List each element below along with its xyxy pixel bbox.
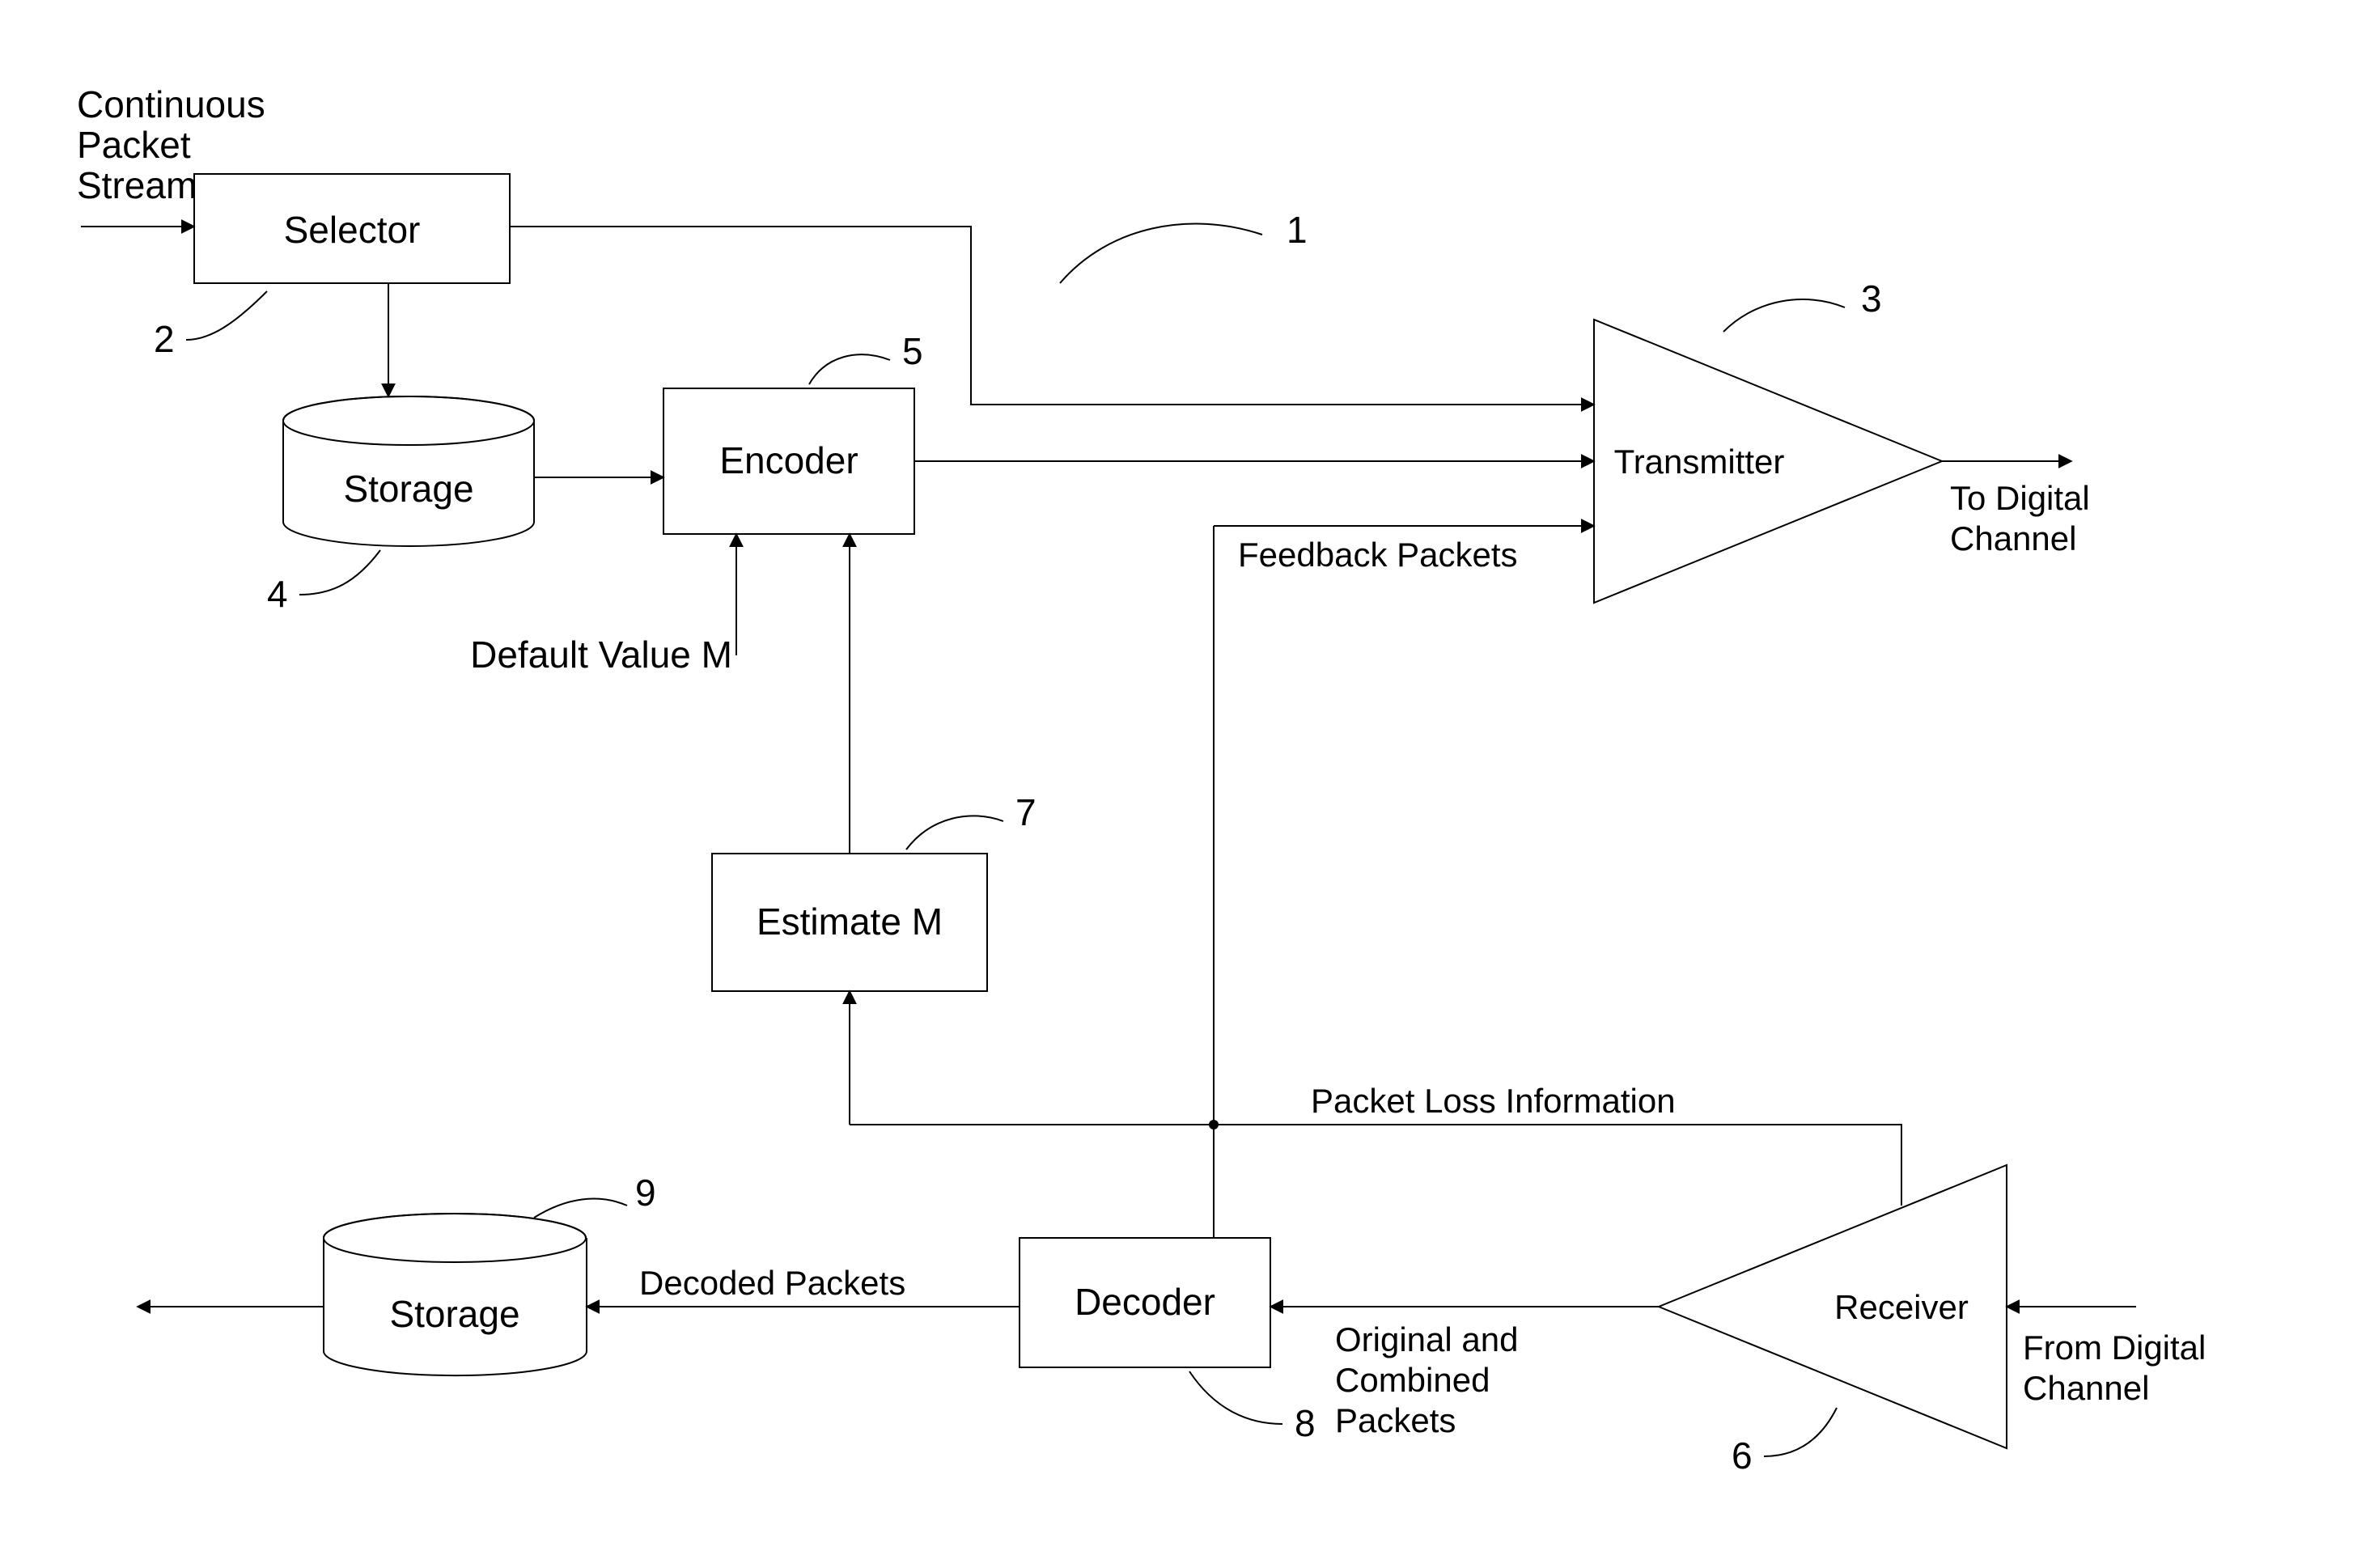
- storage-bottom-node: Storage: [324, 1214, 587, 1375]
- ref-7-leader: [906, 816, 1003, 850]
- label-default-m: Default Value M: [470, 634, 732, 676]
- ref-1: 1: [1287, 209, 1308, 251]
- label-orig-3: Packets: [1335, 1401, 1456, 1439]
- ref-3: 3: [1861, 278, 1882, 320]
- ref-6: 6: [1732, 1435, 1753, 1477]
- ref-5-leader: [809, 354, 890, 384]
- label-feedback: Feedback Packets: [1238, 536, 1518, 574]
- label-input-1: Continuous: [77, 83, 265, 125]
- ref-2: 2: [154, 318, 175, 360]
- ref-6-leader: [1764, 1408, 1837, 1456]
- label-from-ch-1: From Digital: [2023, 1329, 2206, 1367]
- estimate-label: Estimate M: [757, 901, 943, 943]
- label-input-3: Stream: [77, 164, 197, 206]
- storage-top-label: Storage: [343, 468, 473, 510]
- transmitter-label: Transmitter: [1614, 443, 1785, 481]
- ref-4-leader: [299, 550, 380, 595]
- receiver-node: Receiver: [1659, 1165, 2007, 1448]
- label-orig-2: Combined: [1335, 1361, 1490, 1399]
- label-decoded: Decoded Packets: [639, 1264, 905, 1302]
- label-to-ch-2: Channel: [1950, 519, 2076, 557]
- block-diagram: Selector Storage Encoder Estimate M Deco…: [0, 0, 2374, 1568]
- label-from-ch-2: Channel: [2023, 1369, 2149, 1407]
- selector-label: Selector: [284, 209, 421, 251]
- storage-bottom-label: Storage: [389, 1293, 519, 1335]
- ref-4: 4: [267, 573, 288, 615]
- decoder-label: Decoder: [1075, 1281, 1215, 1323]
- edge-loss-info-line: [850, 1125, 1901, 1206]
- ref-8: 8: [1295, 1402, 1316, 1444]
- edge-selector-to-transmitter: [510, 227, 1594, 405]
- ref-7: 7: [1015, 791, 1037, 833]
- ref-1-leader: [1060, 224, 1262, 284]
- ref-3-leader: [1723, 299, 1845, 332]
- transmitter-node: Transmitter: [1594, 320, 1942, 603]
- label-orig-1: Original and: [1335, 1320, 1518, 1358]
- ref-9-leader: [534, 1199, 627, 1218]
- label-loss-info: Packet Loss Information: [1311, 1082, 1676, 1120]
- ref-2-leader: [186, 291, 267, 340]
- receiver-label: Receiver: [1834, 1288, 1969, 1326]
- storage-top-node: Storage: [283, 396, 534, 546]
- label-to-ch-1: To Digital: [1950, 479, 2090, 517]
- label-input-2: Packet: [77, 124, 191, 166]
- ref-8-leader: [1189, 1371, 1282, 1424]
- ref-5: 5: [902, 330, 923, 372]
- encoder-label: Encoder: [719, 439, 858, 481]
- ref-9: 9: [635, 1172, 656, 1214]
